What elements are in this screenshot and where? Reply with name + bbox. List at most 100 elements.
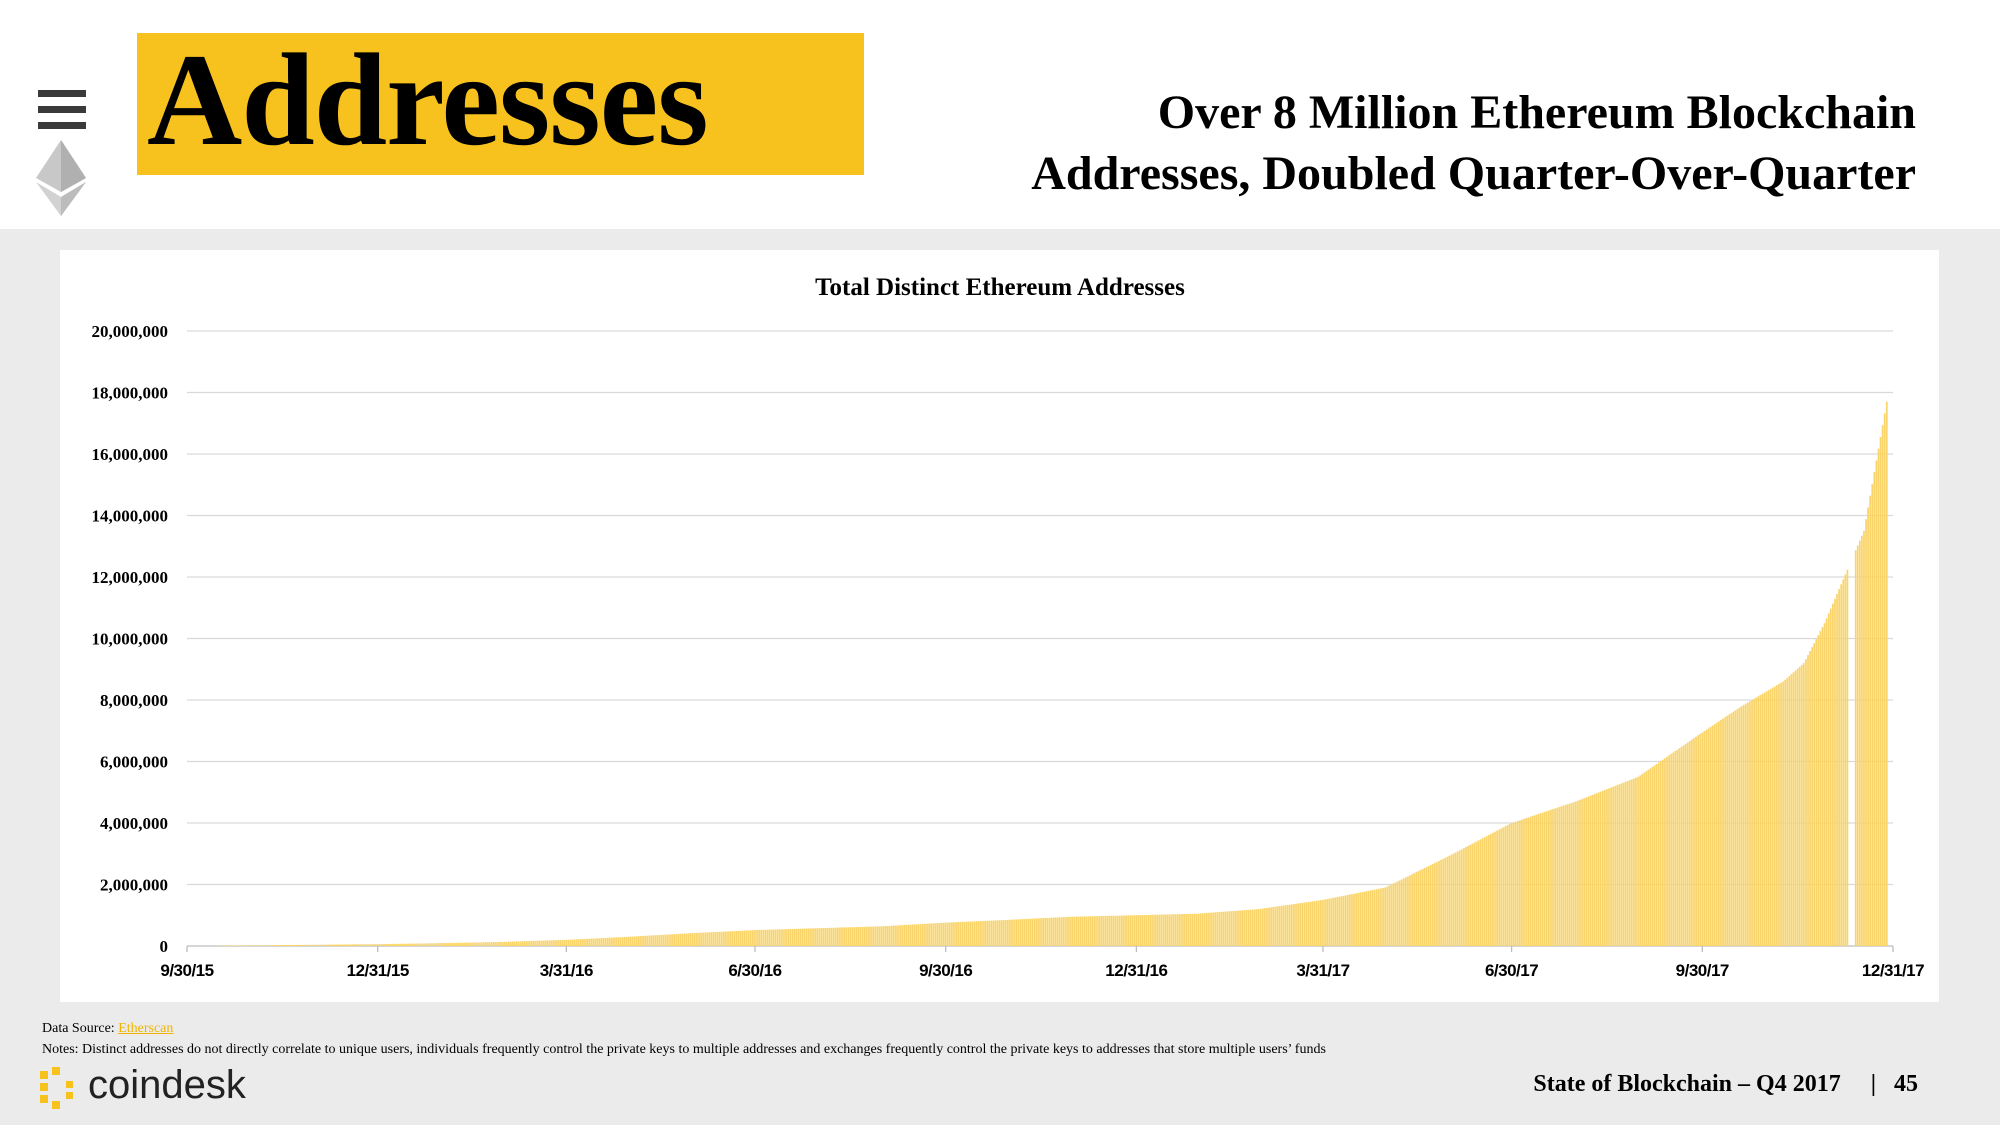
bar [1601, 790, 1604, 946]
bar [569, 939, 572, 946]
bar [1255, 909, 1258, 946]
bar [1736, 708, 1739, 946]
bar [638, 936, 640, 946]
bar [1556, 807, 1559, 946]
bar [1396, 881, 1399, 946]
etherscan-link[interactable]: Etherscan [118, 1021, 174, 1036]
bar [756, 930, 758, 946]
bar [1508, 824, 1511, 946]
bar [1465, 847, 1467, 946]
bar [304, 944, 307, 946]
page-title: Addresses [147, 26, 709, 173]
bar [1336, 897, 1339, 946]
bar [1382, 887, 1384, 946]
bar [1002, 920, 1005, 946]
bar [1091, 916, 1094, 946]
bar [1637, 776, 1639, 947]
bar [582, 939, 584, 946]
bar [1666, 756, 1668, 946]
bar [1574, 801, 1577, 946]
bar [1732, 711, 1735, 946]
bar [1740, 706, 1743, 946]
bar [716, 931, 719, 946]
bar [1127, 915, 1129, 946]
bar [399, 943, 402, 946]
bar [1071, 916, 1073, 946]
bar [237, 945, 240, 946]
subtitle-line-2: Addresses, Doubled Quarter-Over-Quarter [1031, 147, 1916, 200]
bar [909, 924, 912, 946]
bar [1726, 715, 1729, 946]
bar [700, 932, 702, 946]
bar [986, 920, 989, 946]
bar [347, 944, 350, 946]
bar [1199, 913, 1202, 946]
bar [1564, 804, 1567, 946]
bar [1759, 695, 1762, 946]
y-tick-label: 4,000,000 [100, 814, 168, 833]
bar [1442, 858, 1445, 947]
bar [1042, 918, 1044, 946]
bar [555, 940, 557, 946]
y-tick-label: 14,000,000 [92, 507, 169, 526]
bar [681, 933, 684, 946]
data-source-line: Data Source: Etherscan [42, 1018, 1842, 1039]
bar [424, 943, 427, 946]
bar [345, 944, 348, 946]
bar [1261, 908, 1264, 946]
bar [540, 940, 543, 946]
bar [548, 940, 551, 946]
bar [1444, 857, 1447, 946]
bar [343, 944, 346, 946]
bar [594, 938, 597, 946]
bar [266, 945, 269, 946]
bar [791, 928, 794, 946]
bar [1622, 782, 1625, 946]
bar [1378, 888, 1380, 946]
bar [316, 944, 319, 946]
bar [1214, 912, 1217, 946]
bar [897, 925, 899, 946]
bar [391, 943, 394, 946]
bar [1218, 912, 1221, 946]
bar [598, 938, 601, 946]
bar [1645, 771, 1648, 946]
bar [882, 926, 885, 946]
bar [733, 931, 736, 946]
bar [1471, 843, 1474, 946]
bar [1328, 898, 1331, 946]
bar [1058, 917, 1061, 946]
bar [1125, 915, 1127, 946]
bar [414, 943, 416, 946]
bar [1744, 703, 1747, 946]
bar [1514, 821, 1517, 946]
bar [1317, 900, 1320, 946]
bar [1253, 909, 1256, 946]
menu-icon[interactable] [38, 90, 86, 130]
bar [839, 927, 841, 946]
bar [300, 944, 302, 946]
bar [1222, 911, 1225, 946]
bar [1769, 688, 1772, 946]
bar [613, 937, 615, 946]
bar [544, 940, 547, 946]
bar [1879, 436, 1882, 946]
bar [420, 943, 423, 946]
coindesk-logo[interactable]: coindesk [40, 1063, 300, 1111]
bar [1400, 879, 1403, 947]
bar [1270, 907, 1272, 946]
bar [828, 927, 831, 946]
bar [623, 936, 626, 946]
bar [1036, 918, 1038, 946]
bar [1834, 598, 1836, 946]
bar [526, 941, 528, 946]
bar [1394, 882, 1397, 946]
bar [1185, 913, 1188, 946]
bar [930, 923, 933, 946]
bar [1489, 833, 1492, 946]
bar [1780, 682, 1782, 946]
x-tick-label: 12/31/15 [347, 961, 409, 980]
bar [559, 940, 561, 946]
bar [372, 944, 375, 946]
bar [262, 945, 265, 946]
